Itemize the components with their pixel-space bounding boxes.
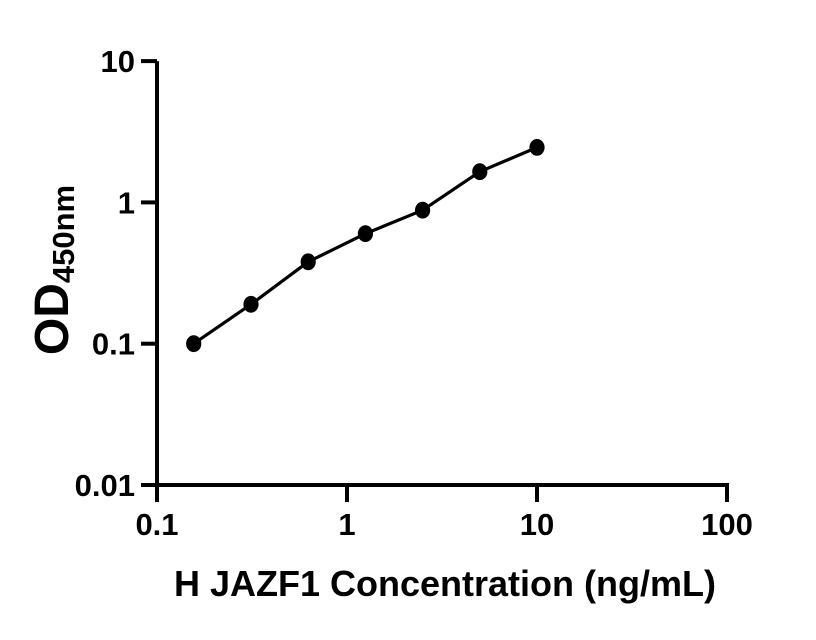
data-point-marker bbox=[243, 295, 259, 313]
data-point-marker bbox=[529, 139, 545, 156]
x-axis-title: H JAZF1 Concentration (ng/mL) bbox=[174, 563, 716, 604]
y-tick-label: 1 bbox=[118, 185, 135, 220]
data-point-marker bbox=[357, 225, 373, 243]
data-point-marker bbox=[415, 201, 431, 219]
y-axis-title: OD450nm bbox=[26, 185, 81, 355]
y-tick-label: 0.01 bbox=[75, 468, 135, 503]
x-tick-label: 100 bbox=[701, 507, 753, 542]
data-point-marker bbox=[300, 253, 316, 271]
y-axis-title-main: OD bbox=[26, 283, 79, 355]
data-point-marker bbox=[472, 163, 488, 181]
x-tick-label: 0.1 bbox=[135, 507, 178, 542]
y-tick-label: 10 bbox=[101, 44, 135, 79]
y-tick-label: 0.1 bbox=[92, 327, 135, 362]
x-tick-label: 1 bbox=[338, 507, 355, 542]
x-tick-label: 10 bbox=[520, 507, 554, 542]
data-point-marker bbox=[186, 335, 202, 353]
y-axis-title-subscript: 450nm bbox=[46, 185, 81, 283]
